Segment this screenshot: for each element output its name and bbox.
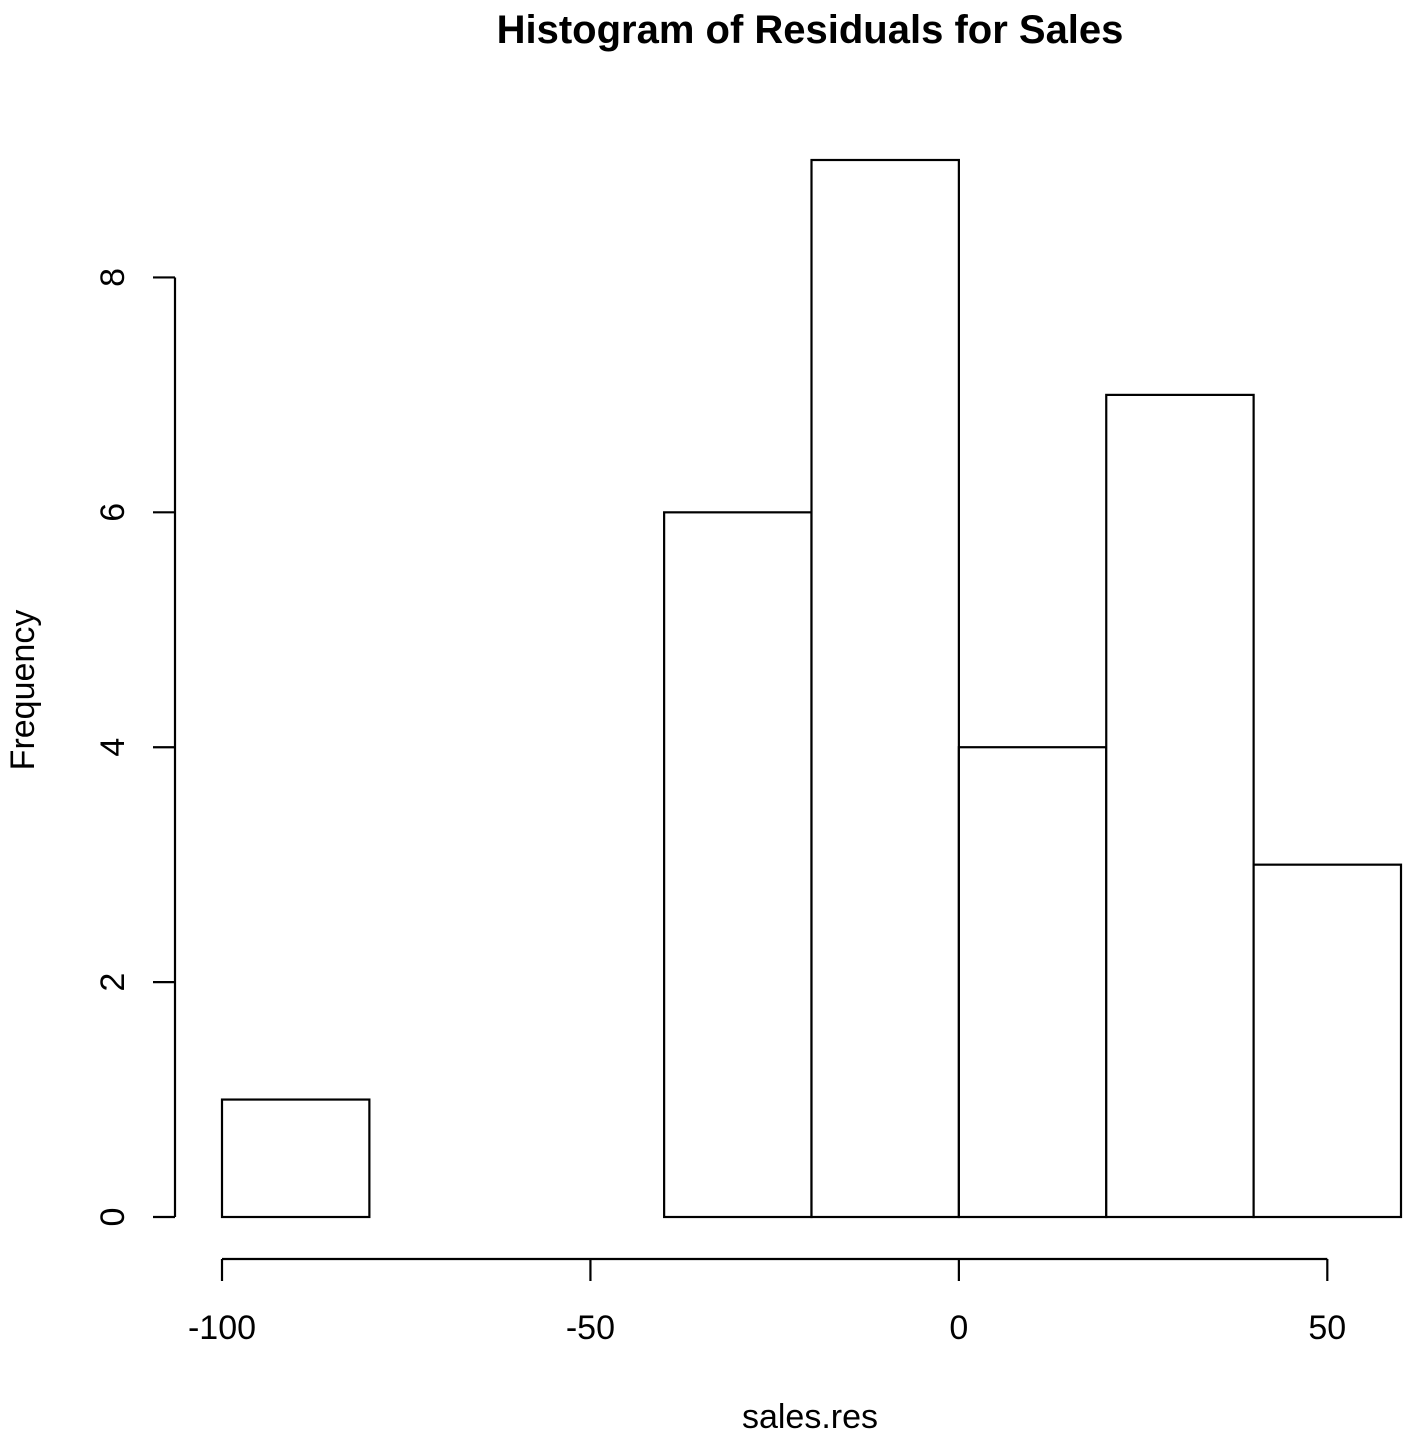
bars-group xyxy=(220,158,1403,1219)
histogram-bar xyxy=(663,511,813,1219)
y-tick-label: 4 xyxy=(94,738,132,757)
y-axis-label: Frequency xyxy=(4,610,42,771)
histogram-bar xyxy=(810,158,960,1219)
x-axis-label: sales.res xyxy=(742,1398,878,1436)
y-tick-label: 2 xyxy=(94,973,132,992)
chart-title: Histogram of Residuals for Sales xyxy=(497,8,1124,52)
x-tick-label: 0 xyxy=(949,1309,968,1347)
x-tick-label: -100 xyxy=(188,1309,256,1347)
histogram-bar xyxy=(957,746,1108,1219)
y-tick-label: 0 xyxy=(94,1208,132,1227)
histogram-bar xyxy=(220,1098,371,1219)
y-tick-label: 8 xyxy=(94,268,132,287)
x-axis: -100 -50 0 50 xyxy=(188,1257,1346,1347)
histogram-bar xyxy=(1252,863,1403,1219)
x-tick-label: 50 xyxy=(1308,1309,1346,1347)
histogram-bar xyxy=(1105,393,1255,1219)
y-tick-label: 6 xyxy=(94,503,132,522)
y-axis: 0 2 4 6 8 xyxy=(94,268,177,1227)
x-tick-label: -50 xyxy=(566,1309,615,1347)
